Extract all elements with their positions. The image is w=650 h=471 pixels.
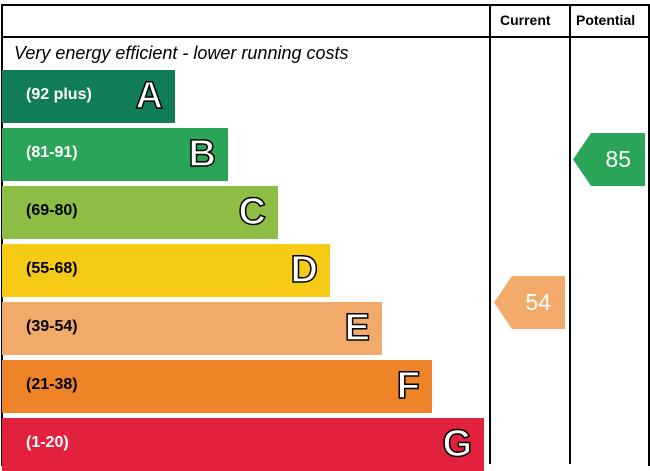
- band-letter: A: [135, 74, 164, 118]
- band-range-label: (55-68): [26, 260, 78, 277]
- band-letter: C: [238, 190, 267, 234]
- band-bar-f: (21-38) F: [2, 360, 432, 413]
- band-range-label: (39-54): [26, 318, 78, 335]
- band-bar-b: (81-91) B: [2, 128, 228, 181]
- band-bar-g: (1-20) G: [2, 418, 484, 471]
- column-divider: [569, 4, 571, 464]
- band-letter: E: [344, 306, 371, 350]
- band-range-label: (21-38): [26, 376, 78, 393]
- potential-rating-value: 85: [605, 146, 631, 172]
- header-divider: [1, 36, 649, 38]
- band-bar-d: (55-68) D: [2, 244, 330, 297]
- band-range-label: (92 plus): [26, 86, 92, 103]
- band-letter: B: [188, 132, 217, 176]
- current-rating-value: 54: [525, 289, 551, 315]
- column-divider: [489, 4, 491, 464]
- efficiency-subtitle: Very energy efficient - lower running co…: [14, 43, 349, 63]
- band-bar-c: (69-80) C: [2, 186, 278, 239]
- potential-header: Potential: [576, 12, 636, 28]
- band-range-label: (69-80): [26, 202, 78, 219]
- band-range-label: (81-91): [26, 144, 78, 161]
- band-letter: G: [442, 422, 473, 466]
- band-letter: F: [396, 364, 421, 408]
- band-bar-a: (92 plus) A: [2, 70, 175, 123]
- band-range-label: (1-20): [26, 434, 69, 451]
- current-header: Current: [500, 12, 551, 28]
- band-letter: D: [290, 248, 319, 292]
- band-bar-e: (39-54) E: [2, 302, 382, 355]
